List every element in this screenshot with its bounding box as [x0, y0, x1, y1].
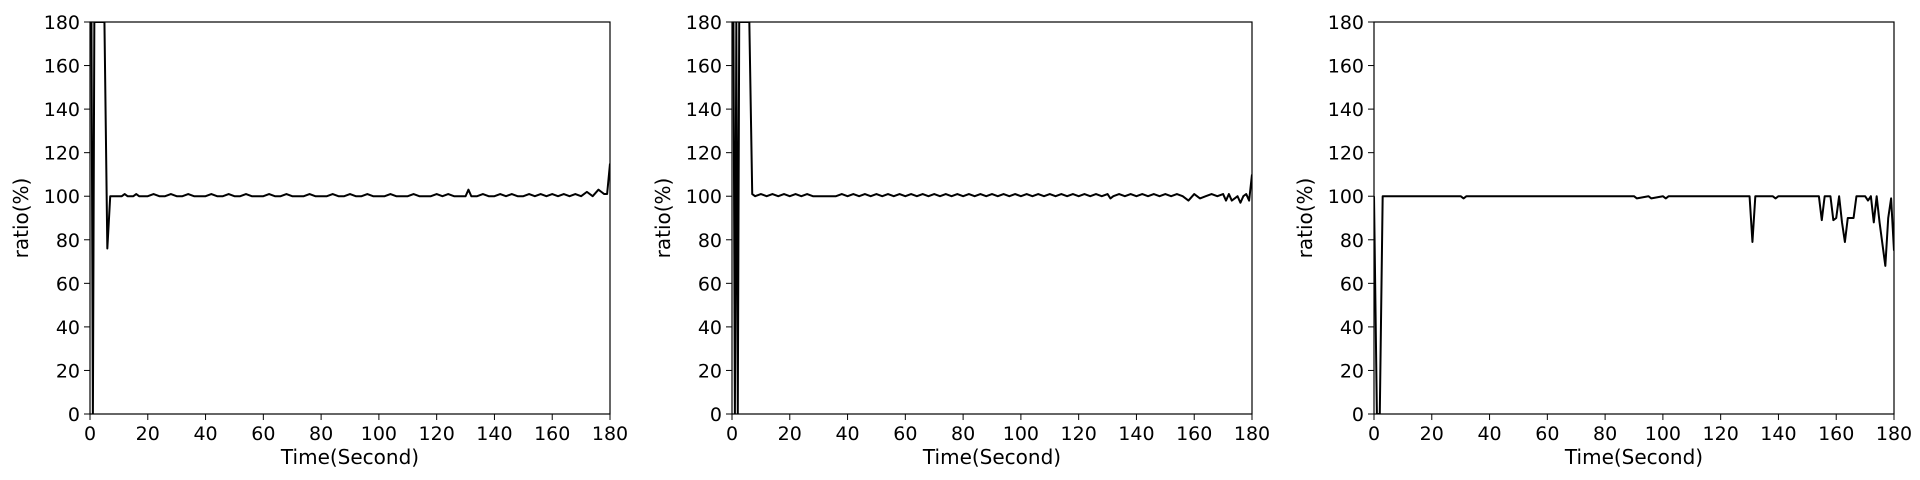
y-tick-label: 40 — [1340, 317, 1364, 339]
y-tick-label: 160 — [686, 56, 722, 78]
x-tick-label: 160 — [1818, 423, 1854, 445]
x-tick-label: 0 — [726, 423, 738, 445]
y-tick-label: 160 — [1328, 56, 1364, 78]
y-tick-label: 80 — [56, 230, 80, 252]
x-tick-label: 160 — [1176, 423, 1212, 445]
y-tick-label: 120 — [686, 143, 722, 165]
y-tick-label: 60 — [56, 273, 80, 295]
x-tick-label: 40 — [193, 423, 217, 445]
y-tick-label: 180 — [44, 12, 80, 34]
y-axis-label: ratio(%) — [1293, 178, 1317, 259]
x-tick-label: 120 — [1703, 423, 1739, 445]
y-tick-label: 60 — [1340, 273, 1364, 295]
x-tick-label: 40 — [1477, 423, 1501, 445]
x-tick-label: 20 — [1420, 423, 1444, 445]
y-tick-label: 20 — [56, 360, 80, 382]
y-tick-label: 0 — [710, 404, 722, 426]
plot-frame — [1373, 21, 1895, 415]
y-tick-label: 100 — [44, 186, 80, 208]
y-tick-label: 0 — [1352, 404, 1364, 426]
x-tick-label: 60 — [251, 423, 275, 445]
y-axis-label: ratio(%) — [9, 178, 33, 259]
y-tick-label: 120 — [1328, 143, 1364, 165]
y-tick-label: 120 — [44, 143, 80, 165]
y-axis-label: ratio(%) — [651, 178, 675, 259]
series-line — [1374, 195, 1894, 414]
x-axis-label: Time(Second) — [1564, 445, 1703, 469]
y-tick-label: 40 — [698, 317, 722, 339]
x-tick-label: 80 — [1593, 423, 1617, 445]
y-tick-label: 140 — [1328, 99, 1364, 121]
x-tick-label: 160 — [534, 423, 570, 445]
x-tick-label: 180 — [1876, 423, 1912, 445]
y-tick-label: 80 — [1340, 230, 1364, 252]
x-tick-label: 140 — [1118, 423, 1154, 445]
y-tick-label: 20 — [1340, 360, 1364, 382]
x-tick-label: 20 — [778, 423, 802, 445]
plot-frame — [89, 21, 611, 415]
chart-panel-3: 0 20 40 60 80 100 120 140 160 180 0 20 40 60 80 100 120 1… — [1293, 12, 1912, 469]
x-tick-label: 60 — [893, 423, 917, 445]
y-tick-label: 80 — [698, 230, 722, 252]
x-tick-label: 60 — [1535, 423, 1559, 445]
y-tick-label: 60 — [698, 273, 722, 295]
x-axis-label: Time(Second) — [280, 445, 419, 469]
plot-frame — [731, 21, 1253, 415]
series-line — [732, 22, 1252, 414]
x-tick-label: 80 — [309, 423, 333, 445]
y-tick-label: 180 — [1328, 12, 1364, 34]
y-tick-label: 20 — [698, 360, 722, 382]
y-tick-label: 100 — [686, 186, 722, 208]
x-tick-label: 140 — [476, 423, 512, 445]
y-tick-label: 0 — [68, 404, 80, 426]
y-tick-label: 160 — [44, 56, 80, 78]
y-tick-label: 180 — [686, 12, 722, 34]
x-tick-label: 180 — [592, 423, 628, 445]
x-tick-label: 100 — [361, 423, 397, 445]
y-tick-label: 140 — [686, 99, 722, 121]
series-line — [90, 22, 610, 414]
chart-panel-1: 0 20 40 60 80 100 120 140 160 180 0 20 40 60 80 100 120 1… — [9, 12, 628, 469]
x-tick-label: 120 — [419, 423, 455, 445]
x-tick-label: 140 — [1760, 423, 1796, 445]
x-tick-label: 20 — [136, 423, 160, 445]
x-tick-label: 100 — [1003, 423, 1039, 445]
y-tick-label: 100 — [1328, 186, 1364, 208]
x-tick-label: 0 — [1368, 423, 1380, 445]
x-tick-label: 40 — [835, 423, 859, 445]
x-tick-label: 180 — [1234, 423, 1270, 445]
x-axis-label: Time(Second) — [922, 445, 1061, 469]
x-tick-label: 120 — [1061, 423, 1097, 445]
y-tick-label: 140 — [44, 99, 80, 121]
y-tick-label: 40 — [56, 317, 80, 339]
x-tick-label: 100 — [1645, 423, 1681, 445]
chart-panel-2: 0 20 40 60 80 100 120 140 160 180 0 20 40 60 80 100 120 1… — [651, 12, 1270, 469]
x-tick-label: 80 — [951, 423, 975, 445]
x-tick-label: 0 — [84, 423, 96, 445]
